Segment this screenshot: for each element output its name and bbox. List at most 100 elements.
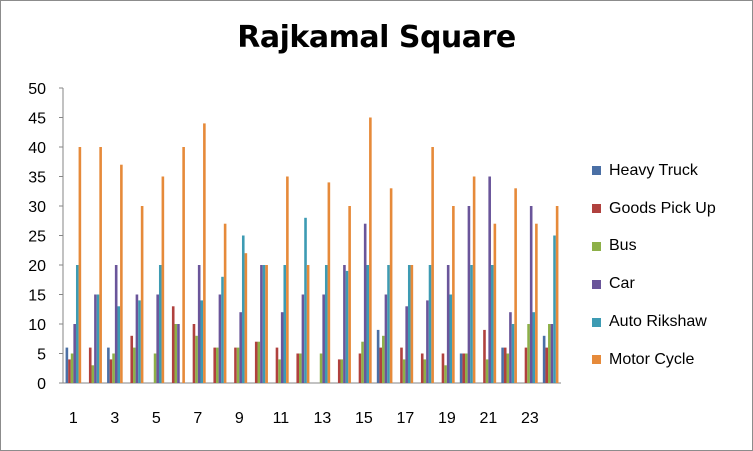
bar	[384, 294, 388, 383]
bar	[133, 347, 136, 383]
x-tick-label: 19	[438, 410, 456, 427]
bar	[216, 347, 219, 383]
bar	[382, 335, 385, 383]
bar	[449, 294, 453, 383]
bar	[161, 176, 165, 383]
bar	[197, 265, 201, 383]
bar	[73, 324, 76, 383]
legend-swatch	[592, 355, 601, 365]
bar	[286, 176, 289, 383]
legend-label: Goods Pick Up	[609, 199, 716, 217]
bar	[376, 329, 380, 383]
bar	[171, 306, 175, 383]
bar	[213, 347, 217, 383]
bar	[420, 353, 424, 383]
bar	[493, 223, 497, 383]
bar	[550, 324, 554, 383]
bar	[99, 147, 102, 383]
bar	[426, 300, 429, 383]
y-tick-label: 50	[28, 81, 46, 98]
bar	[130, 335, 134, 383]
bar	[322, 294, 325, 383]
bar	[239, 312, 242, 383]
bar	[366, 265, 370, 383]
bar	[535, 223, 538, 383]
bar	[280, 312, 284, 383]
bar	[472, 176, 476, 383]
bar	[278, 359, 281, 383]
y-tick-label: 45	[28, 111, 46, 128]
x-tick-label: 21	[479, 410, 497, 427]
bar	[107, 347, 110, 383]
bar	[506, 353, 510, 383]
bar	[301, 294, 305, 383]
bar	[553, 235, 556, 383]
y-tick-label: 25	[28, 229, 46, 246]
bar	[218, 294, 222, 383]
bar	[120, 164, 123, 383]
legend-swatch	[592, 166, 601, 176]
bar	[70, 353, 74, 383]
x-tick-label: 3	[110, 410, 119, 427]
bar	[117, 306, 121, 383]
x-tick-label: 11	[273, 410, 290, 427]
legend-item: Auto Rikshaw	[592, 303, 716, 341]
bar	[467, 206, 471, 383]
bar	[452, 206, 455, 383]
bar	[459, 353, 463, 383]
legend-swatch	[592, 241, 601, 251]
bar	[555, 206, 559, 383]
bar	[501, 347, 504, 383]
bar	[410, 265, 414, 383]
bar	[182, 147, 185, 383]
bar	[112, 353, 115, 383]
bar	[236, 347, 240, 383]
bar	[138, 300, 141, 383]
bar	[192, 324, 196, 383]
bar	[490, 265, 494, 383]
bar	[423, 359, 427, 383]
bar	[299, 353, 302, 383]
bar	[78, 147, 82, 383]
bar	[363, 223, 367, 383]
bar	[340, 359, 344, 383]
x-tick-label: 17	[396, 410, 414, 427]
bar	[96, 294, 100, 383]
bar	[369, 117, 372, 383]
bar	[223, 223, 227, 383]
bar	[244, 253, 248, 383]
bar	[524, 347, 528, 383]
bar	[428, 265, 432, 383]
bar	[140, 206, 144, 383]
bar	[465, 353, 468, 383]
bar	[260, 265, 263, 383]
bar	[470, 265, 473, 383]
bar	[114, 265, 118, 383]
bar	[265, 265, 268, 383]
bar	[94, 294, 97, 383]
bar	[527, 324, 530, 383]
bar	[306, 265, 310, 383]
bar	[511, 324, 515, 383]
bar	[203, 123, 206, 384]
y-tick-label: 40	[28, 140, 46, 157]
bar	[177, 324, 180, 383]
bar	[304, 217, 307, 383]
bar	[545, 347, 549, 383]
bar	[221, 276, 224, 383]
bar	[503, 347, 507, 383]
y-tick-label: 15	[28, 288, 46, 305]
bar	[91, 365, 95, 383]
bar	[548, 324, 551, 383]
bar	[153, 353, 157, 383]
legend-label: Auto Rikshaw	[609, 313, 707, 331]
bar	[262, 265, 266, 383]
bar	[254, 341, 258, 383]
bar	[319, 353, 323, 383]
x-tick-label: 5	[152, 410, 161, 427]
x-tick-label: 15	[355, 410, 373, 427]
bar	[345, 270, 349, 383]
bar	[109, 359, 113, 383]
